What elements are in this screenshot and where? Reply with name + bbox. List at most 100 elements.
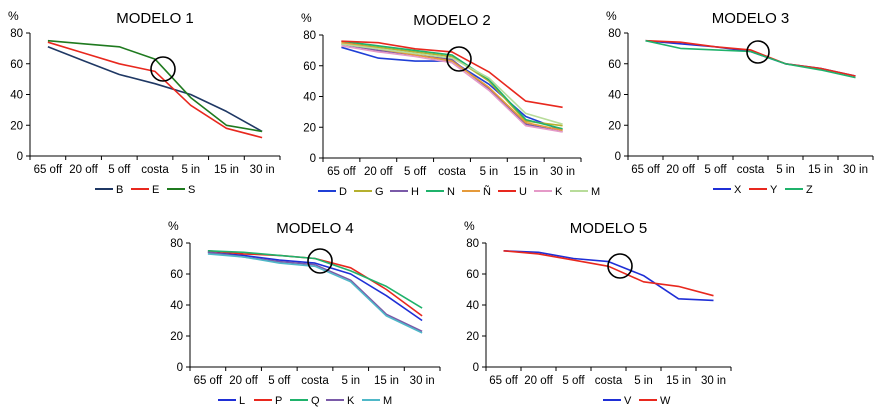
legend-label: S <box>188 184 195 196</box>
x-tick-label: 30 in <box>410 375 435 387</box>
x-tick-label: 65 off <box>34 164 63 176</box>
legend-label: Y <box>770 184 778 196</box>
x-tick-label: 30 in <box>250 164 275 176</box>
x-tick-label: 5 off <box>268 375 291 387</box>
series-line-V <box>503 250 714 302</box>
highlight-circle <box>446 46 472 72</box>
y-tick-label: 40 <box>466 300 479 312</box>
y-tick-label: 0 <box>473 362 479 374</box>
y-tick-label: 20 <box>170 331 183 343</box>
y-tick-label: 80 <box>170 238 183 250</box>
series-line-W <box>503 250 714 297</box>
series-line-G <box>341 41 563 127</box>
y-tick-label: 80 <box>608 28 621 40</box>
chart-panel-2: MODELO 2% 0 20 40 60 80 65 off 20 off 5 off costa… <box>301 11 600 198</box>
legend-label: Z <box>806 184 813 196</box>
series-line-E <box>47 41 263 139</box>
x-tick-label: 5 in <box>776 164 795 176</box>
y-tick-label: 80 <box>10 28 23 40</box>
highlight-circle <box>150 56 176 82</box>
legend-label: B <box>116 184 123 196</box>
x-tick-label: 65 off <box>489 375 518 387</box>
y-tick-label: 60 <box>608 59 621 71</box>
chart-title: MODELO 2 <box>413 12 491 29</box>
x-tick-label: 20 off <box>666 164 695 176</box>
legend-label: L <box>239 395 245 407</box>
x-tick-label: costa <box>737 164 765 176</box>
legend-label: X <box>734 184 742 196</box>
highlight-circle <box>607 253 633 279</box>
legend-label: N <box>447 186 455 198</box>
y-tick-label: 60 <box>10 59 23 71</box>
x-tick-label: 5 in <box>181 164 200 176</box>
legend-label: V <box>624 395 632 407</box>
chart-panel-5: MODELO 5% 0 20 40 60 80 65 off 20 off 5 off costa… <box>464 219 732 407</box>
y-tick-label: 20 <box>608 120 621 132</box>
x-tick-label: costa <box>301 375 329 387</box>
legend-label: G <box>375 186 384 198</box>
legend-label: Q <box>311 395 320 407</box>
x-tick-label: 65 off <box>631 164 660 176</box>
y-tick-label: 40 <box>170 300 183 312</box>
series-line-Z <box>645 39 856 79</box>
y-axis-label: % <box>8 9 19 23</box>
series-line-K <box>341 45 563 133</box>
x-tick-label: 30 in <box>843 164 868 176</box>
series-line-N <box>341 40 563 130</box>
chart-title: MODELO 3 <box>712 10 790 27</box>
x-tick-label: costa <box>595 375 623 387</box>
y-tick-label: 60 <box>466 269 479 281</box>
x-tick-label: 15 in <box>666 375 691 387</box>
chart-panel-3: MODELO 3% 0 20 40 60 80 65 off 20 off 5 off costa… <box>606 9 874 196</box>
chart-title: MODELO 5 <box>570 220 648 237</box>
series-line-P <box>207 250 423 317</box>
x-tick-label: 30 in <box>550 166 575 178</box>
y-tick-label: 80 <box>466 238 479 250</box>
legend: X Y Z <box>713 184 813 196</box>
legend-label: P <box>275 395 282 407</box>
y-axis-label: % <box>168 219 179 233</box>
series-line-Y <box>645 39 856 77</box>
y-tick-label: 60 <box>170 269 183 281</box>
legend-label: Ñ <box>483 185 491 198</box>
legend-label: M <box>383 395 392 407</box>
x-tick-label: 30 in <box>701 375 726 387</box>
x-tick-label: 65 off <box>194 375 223 387</box>
series-line-U <box>341 40 563 109</box>
series-line-Q <box>207 250 423 309</box>
y-tick-label: 20 <box>303 122 316 134</box>
highlight-circle <box>307 248 333 274</box>
x-tick-label: 5 in <box>341 375 360 387</box>
y-tick-label: 80 <box>303 30 316 42</box>
x-tick-label: 15 in <box>513 166 538 178</box>
legend-label: U <box>519 186 527 198</box>
x-tick-label: 5 off <box>108 164 131 176</box>
x-tick-label: 5 off <box>404 166 427 178</box>
legend-label: H <box>411 186 419 198</box>
y-tick-label: 20 <box>10 120 23 132</box>
x-tick-label: 5 in <box>480 166 499 178</box>
legend-label: E <box>152 184 159 196</box>
series-line-M <box>207 253 423 334</box>
chart-panel-1: MODELO 1% 0 20 40 60 80 65 off 20 off 5 off costa… <box>8 9 281 196</box>
x-tick-label: 15 in <box>808 164 833 176</box>
y-axis-label: % <box>606 9 617 23</box>
x-tick-label: 20 off <box>69 164 98 176</box>
y-tick-label: 0 <box>615 151 621 163</box>
y-tick-label: 40 <box>303 92 316 104</box>
x-tick-label: 65 off <box>327 166 356 178</box>
x-tick-label: 5 off <box>704 164 727 176</box>
series-line-M <box>341 43 563 125</box>
legend-label: K <box>347 395 355 407</box>
y-tick-label: 40 <box>608 90 621 102</box>
x-tick-label: 15 in <box>214 164 239 176</box>
y-tick-label: 20 <box>466 331 479 343</box>
x-tick-label: 5 off <box>562 375 585 387</box>
y-tick-label: 0 <box>17 151 23 163</box>
chart-panel-4: MODELO 4% 0 20 40 60 80 65 off 20 off 5 off costa… <box>168 219 441 407</box>
legend-label: K <box>555 186 563 198</box>
